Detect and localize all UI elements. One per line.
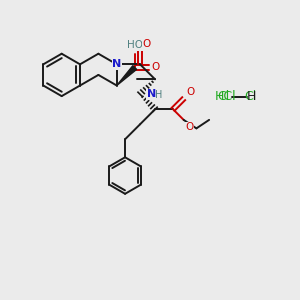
- Text: N: N: [112, 59, 122, 69]
- Text: O: O: [185, 122, 194, 132]
- Text: H: H: [247, 91, 256, 103]
- Text: O: O: [186, 87, 194, 97]
- Text: Cl: Cl: [244, 91, 256, 103]
- Text: O: O: [142, 39, 151, 49]
- Text: H: H: [155, 90, 163, 100]
- Text: N: N: [146, 89, 156, 99]
- Polygon shape: [117, 66, 136, 86]
- Text: HO: HO: [127, 40, 143, 50]
- Text: HCl: HCl: [215, 91, 236, 103]
- Text: O: O: [151, 62, 159, 73]
- Text: Cl: Cl: [218, 91, 230, 103]
